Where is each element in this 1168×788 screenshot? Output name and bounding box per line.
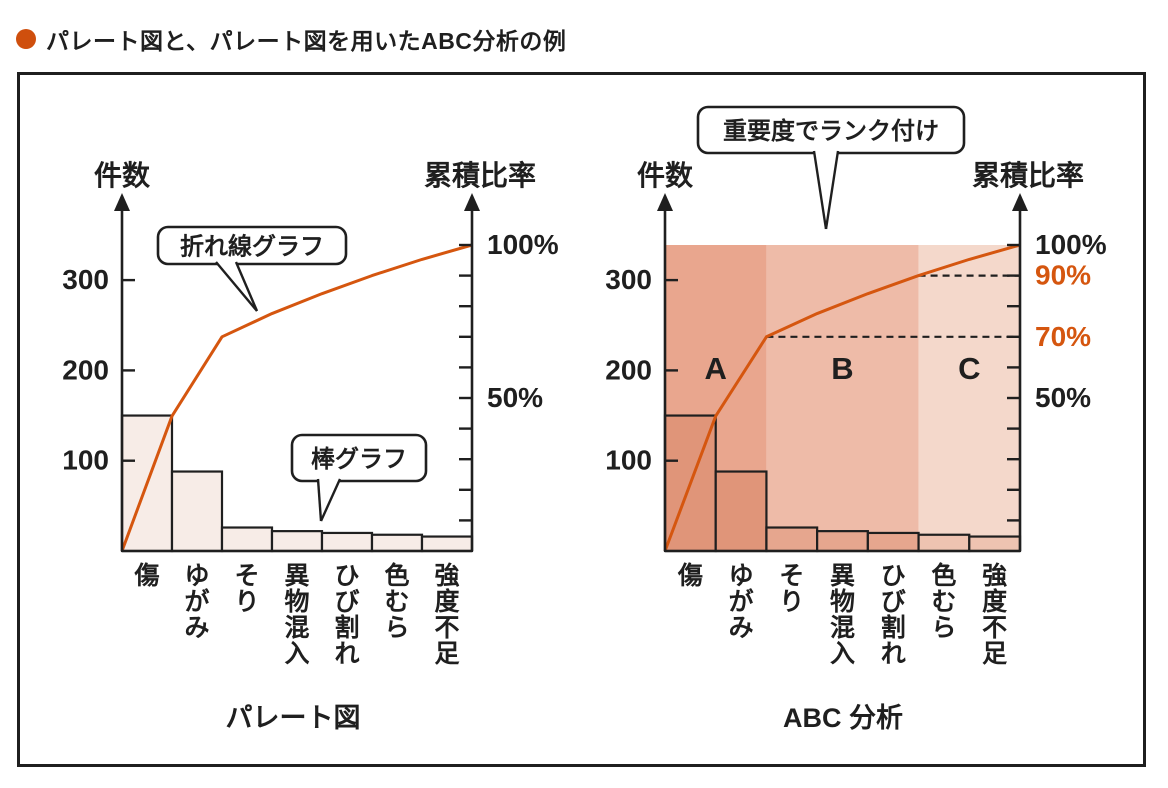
cumulative-line [663,243,1021,552]
label: 300 [62,264,109,295]
category-label: ひび割れ [881,562,906,668]
bar [714,470,768,553]
label: 50% [487,382,543,413]
category-label: そり [234,562,259,616]
category-label: ゆがみ [184,562,209,642]
bar [220,526,274,553]
bar [765,526,819,553]
axis-arrow-icon [657,193,673,211]
label: パレート図 [226,703,361,733]
bar [320,531,374,553]
label: A [705,351,727,386]
label: 70% [1035,321,1091,352]
label: 90% [1035,260,1091,291]
bar [370,533,424,553]
callout: 重要度でランク付け [696,105,966,230]
category-label: 強度不足 [434,562,459,668]
label: 100 [605,445,652,476]
bar [968,535,1022,553]
label: 300 [605,264,652,295]
label: 重要度でランク付け [723,117,939,145]
bullet-icon [16,29,36,49]
label: 累積比率 [424,159,536,191]
bar [270,530,324,553]
category-label: そり [779,562,804,616]
zone-B [766,245,919,551]
label: 100 [62,445,109,476]
cumulative-line [120,243,473,552]
label: B [831,351,853,386]
label: C [958,351,980,386]
label: 件数 [94,160,151,191]
category-label: 強度不足 [982,562,1007,668]
page-header: パレート図と、パレート図を用いたABC分析の例 [16,22,566,56]
label: ABC 分析 [783,703,903,733]
label: 50% [1035,382,1091,413]
label: 件数 [637,160,694,191]
label: 200 [605,354,652,385]
category-label: 傷 [133,562,159,590]
bar [866,531,920,553]
label: 折れ線グラフ [180,233,324,261]
callout: 棒グラフ [290,433,428,522]
bar [816,530,869,553]
axis-arrow-icon [464,193,480,211]
diagram-frame: 100 200 300 100% 50% 件数 累積比率傷ゆがみ そり 異物混入 ひび割れ 色むら強… [17,72,1146,767]
bar [420,535,474,553]
bar [917,533,971,553]
category-label: 異物混入 [830,562,855,668]
page-title: パレート図と、パレート図を用いたABC分析の例 [46,28,567,54]
label: 累積比率 [972,159,1084,191]
category-label: ゆがみ [729,562,754,642]
label: 100% [487,229,559,260]
axis-arrow-icon [1012,193,1028,211]
category-label: 色むら [384,561,409,642]
axis-arrow-icon [114,193,130,211]
category-label: 傷 [677,562,703,590]
category-label: ひび割れ [334,562,359,668]
label: 200 [62,354,109,385]
callout: 折れ線グラフ [156,225,348,312]
bar [170,470,224,553]
category-label: 異物混入 [284,562,309,668]
label: 棒グラフ [311,445,407,473]
zone-C [918,245,1020,551]
category-label: 色むら [931,561,956,642]
label: 100% [1035,229,1107,260]
